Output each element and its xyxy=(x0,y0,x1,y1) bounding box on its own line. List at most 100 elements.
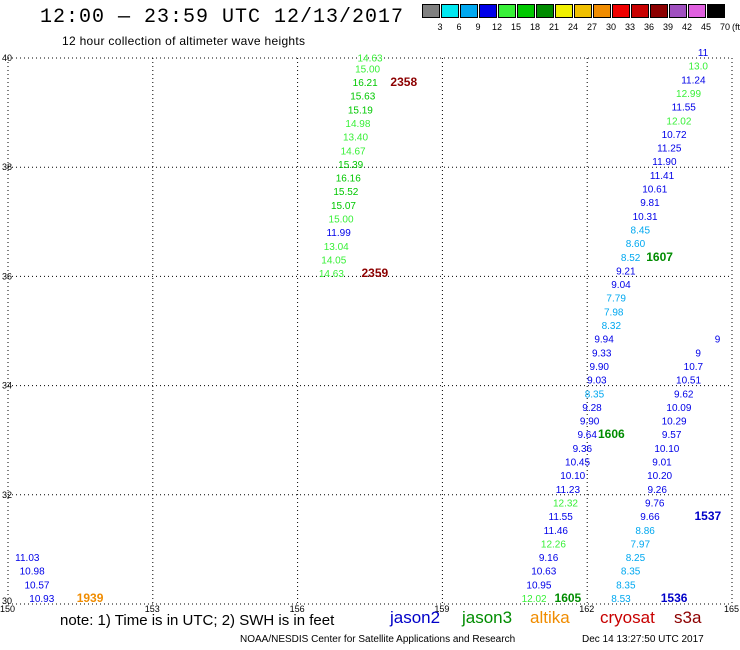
scale-label: 24 xyxy=(567,22,578,32)
wave-height-label: 11 xyxy=(698,48,709,59)
wave-height-label: 9.16 xyxy=(539,553,559,564)
wave-height-label: 15.39 xyxy=(338,160,363,171)
wave-height-label: 12.32 xyxy=(553,498,578,509)
wave-height-label: 11.24 xyxy=(681,75,706,86)
scale-label: 39 xyxy=(662,22,673,32)
wave-height-label: 10.45 xyxy=(565,458,590,469)
wave-height-label: 13.0 xyxy=(688,62,708,73)
wave-height-label: 8.32 xyxy=(602,321,622,332)
wave-height-label: 10.63 xyxy=(531,567,556,578)
x-tick-label: 153 xyxy=(145,604,160,614)
scale-swatch xyxy=(422,4,440,18)
wave-height-label: 11.99 xyxy=(326,228,351,239)
wave-height-label: 11.03 xyxy=(15,553,40,564)
scale-label: 3 xyxy=(437,22,443,32)
scale-swatch xyxy=(574,4,592,18)
y-tick-label: 30 xyxy=(2,596,12,606)
wave-height-label: 11.55 xyxy=(672,103,697,114)
footnote: note: 1) Time is in UTC; 2) SWH is in fe… xyxy=(60,612,335,629)
wave-height-label: 9.90 xyxy=(590,362,610,373)
wave-height-label: 9.33 xyxy=(592,348,612,359)
wave-height-label: 13.04 xyxy=(324,242,349,253)
wave-height-label: 13.40 xyxy=(343,133,368,144)
scale-swatch xyxy=(441,4,459,18)
wave-height-label: 12.02 xyxy=(666,116,691,127)
wave-height-label: 10.72 xyxy=(662,130,687,141)
time-label: 2358 xyxy=(390,75,417,89)
wave-height-label: 7.98 xyxy=(604,307,624,318)
scale-label: 12 xyxy=(491,22,502,32)
scale-label: 27 xyxy=(586,22,597,32)
wave-height-label: 8.25 xyxy=(626,553,646,564)
wave-height-label: 14.05 xyxy=(321,255,346,266)
x-tick-label: 159 xyxy=(434,604,449,614)
scale-label: 6 xyxy=(456,22,462,32)
wave-height-label: 9.90 xyxy=(580,417,600,428)
scale-label: 42 xyxy=(681,22,692,32)
wave-height-label: 8.35 xyxy=(585,389,605,400)
scale-label: 30 xyxy=(605,22,616,32)
wave-height-label: 10.7 xyxy=(684,362,704,373)
x-tick-label: 150 xyxy=(0,604,15,614)
satellite-legend-item: jason3 xyxy=(462,608,513,627)
wave-height-label: 14.63 xyxy=(357,53,382,64)
scale-swatch xyxy=(498,4,516,18)
time-label: 2359 xyxy=(361,266,388,280)
scale-swatch xyxy=(555,4,573,18)
wave-height-label: 9.64 xyxy=(577,430,597,441)
wave-height-label: 8.60 xyxy=(626,239,646,250)
scale-label: 21 xyxy=(548,22,559,32)
scale-swatch xyxy=(669,4,687,18)
wave-height-label: 10.61 xyxy=(642,185,667,196)
wave-height-label: 8.35 xyxy=(621,567,641,578)
wave-height-label: 9.03 xyxy=(587,376,607,387)
scale-swatch xyxy=(536,4,554,18)
time-label: 1606 xyxy=(598,427,625,441)
wave-height-label: 14.63 xyxy=(319,269,344,280)
scale-label: 9 xyxy=(475,22,481,32)
scale-unit: (ft) xyxy=(732,22,740,32)
scale-label: 15 xyxy=(510,22,521,32)
satellite-legend-item: s3a xyxy=(674,608,702,627)
scale-swatch xyxy=(688,4,706,18)
satellite-legend-item: cryosat xyxy=(600,608,655,627)
wave-height-label: 9.26 xyxy=(647,485,667,496)
wave-height-label: 10.95 xyxy=(526,580,551,591)
wave-height-label: 10.31 xyxy=(633,212,658,223)
wave-height-label: 9 xyxy=(715,335,721,346)
wave-height-label: 7.97 xyxy=(631,539,651,550)
scale-swatch xyxy=(612,4,630,18)
wave-height-label: 11.55 xyxy=(549,512,574,523)
wave-height-label: 10.57 xyxy=(24,580,49,591)
wave-height-label: 8.35 xyxy=(616,580,636,591)
x-tick-label: 165 xyxy=(724,604,739,614)
satellite-legend-item: altika xyxy=(530,608,570,627)
time-label: 1537 xyxy=(695,509,722,523)
wave-height-label: 12.99 xyxy=(676,89,701,100)
x-tick-label: 156 xyxy=(290,604,305,614)
wave-height-label: 9.21 xyxy=(616,266,636,277)
wave-height-label: 9.76 xyxy=(645,498,665,509)
wave-height-label: 9 xyxy=(695,348,701,359)
time-label: 1605 xyxy=(555,591,582,605)
wave-height-label: 10.93 xyxy=(29,594,54,605)
scale-swatch xyxy=(479,4,497,18)
wave-height-label: 15.07 xyxy=(331,201,356,212)
wave-height-label: 8.45 xyxy=(631,225,651,236)
wave-height-label: 8.52 xyxy=(621,253,641,264)
wave-height-label: 9.57 xyxy=(662,430,682,441)
wave-height-label: 9.36 xyxy=(573,444,593,455)
time-label: 1939 xyxy=(77,591,104,605)
y-tick-label: 38 xyxy=(2,162,12,172)
generation-timestamp: Dec 14 13:27:50 UTC 2017 xyxy=(582,634,704,645)
wave-height-label: 9.62 xyxy=(674,389,694,400)
y-tick-label: 32 xyxy=(2,490,12,500)
wave-height-label: 12.26 xyxy=(541,539,566,550)
wave-height-label: 10.09 xyxy=(666,403,691,414)
wave-height-label: 11.25 xyxy=(657,144,682,155)
wave-height-label: 11.90 xyxy=(652,157,677,168)
wave-height-label: 11.46 xyxy=(544,526,569,537)
x-tick-label: 162 xyxy=(579,604,594,614)
wave-height-label: 9.04 xyxy=(611,280,631,291)
